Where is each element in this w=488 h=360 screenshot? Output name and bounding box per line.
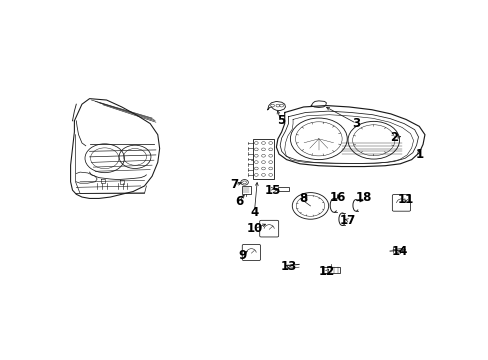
Bar xyxy=(277,187,288,191)
Bar xyxy=(252,139,274,179)
Text: 9: 9 xyxy=(238,249,246,262)
Text: 18: 18 xyxy=(355,190,372,203)
Text: 2: 2 xyxy=(390,131,398,144)
Text: 8: 8 xyxy=(299,192,307,205)
Text: 16: 16 xyxy=(329,190,345,203)
Text: 12: 12 xyxy=(318,265,334,278)
Text: 17: 17 xyxy=(339,213,355,226)
Text: 13: 13 xyxy=(280,260,296,273)
Bar xyxy=(321,267,339,273)
Bar xyxy=(242,186,250,194)
Text: 15: 15 xyxy=(264,184,280,197)
Text: 7: 7 xyxy=(230,178,238,191)
Text: 6: 6 xyxy=(235,195,243,208)
Text: 3: 3 xyxy=(352,117,360,130)
Text: 5: 5 xyxy=(276,114,285,127)
Text: 10: 10 xyxy=(246,222,262,235)
Text: 11: 11 xyxy=(397,193,413,206)
Text: 4: 4 xyxy=(250,206,258,219)
Text: 1: 1 xyxy=(414,148,423,161)
Text: 14: 14 xyxy=(390,245,407,258)
